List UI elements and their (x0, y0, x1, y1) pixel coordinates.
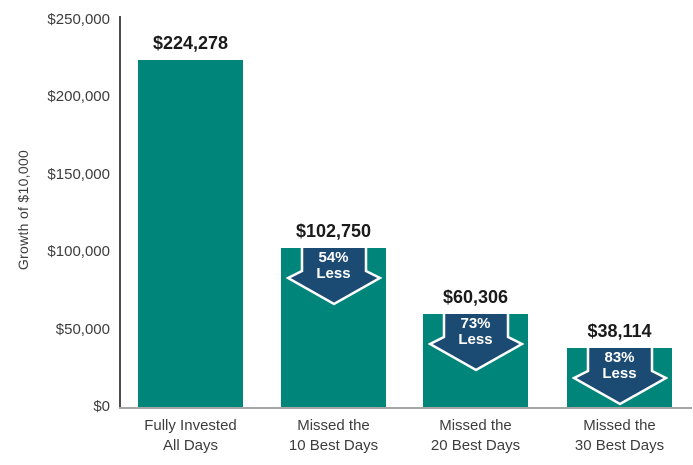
bar-value-label: $224,278 (152, 32, 229, 53)
x-category-label: Missed the 10 Best Days (288, 417, 379, 454)
x-category-label: Missed the 30 Best Days (574, 417, 665, 454)
bar (138, 59, 243, 407)
x-category-label: Fully Invested All Days (144, 417, 237, 454)
bar-value-label: $102,750 (295, 220, 372, 241)
bar-value-label: $60,306 (442, 286, 509, 307)
y-tick-label: $150,000 (47, 165, 110, 183)
arrow-label: 54% Less (316, 248, 351, 282)
arrow-label: 83% Less (602, 348, 637, 382)
arrow-label: 73% Less (458, 314, 493, 348)
y-tick-label: $200,000 (47, 88, 110, 106)
arrow-down-icon: 73% Less (427, 313, 524, 376)
arrow-down-icon: 83% Less (571, 347, 668, 410)
y-tick-label: $100,000 (47, 243, 110, 261)
x-category-label: Missed the 20 Best Days (430, 417, 521, 454)
y-axis-line (119, 16, 121, 407)
y-tick-label: $50,000 (55, 320, 110, 338)
arrow-down-icon: 54% Less (285, 247, 382, 310)
y-tick-label: $0 (93, 398, 110, 415)
x-axis-line (119, 407, 692, 409)
y-tick-label: $250,000 (47, 11, 110, 28)
bar-value-label: $38,114 (587, 320, 652, 341)
